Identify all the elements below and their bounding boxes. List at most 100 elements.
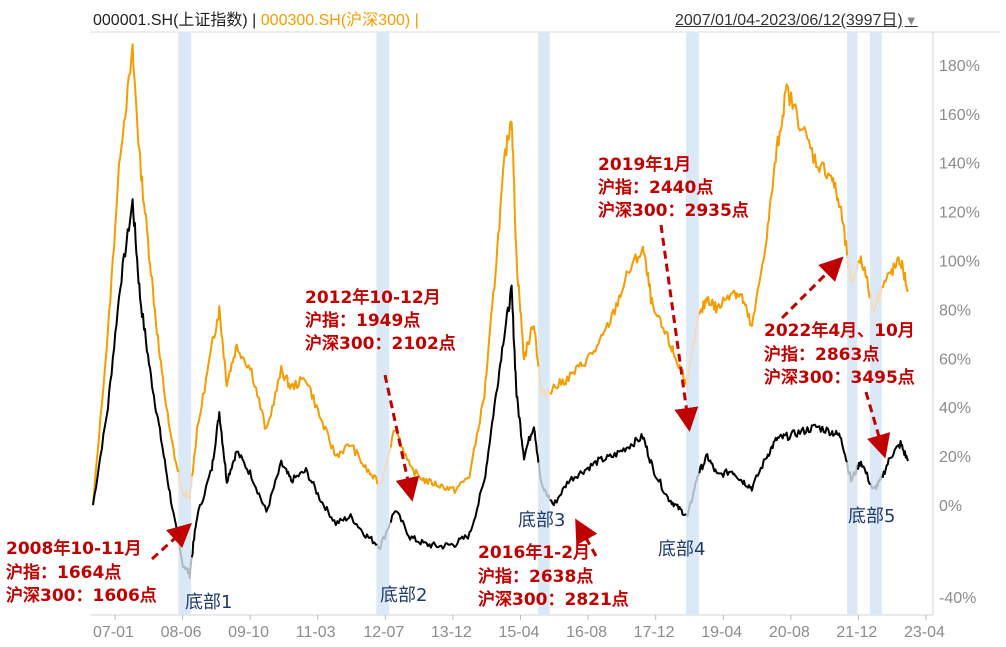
y-tick-label: 180% bbox=[939, 58, 980, 75]
x-tick-label: 08-06 bbox=[161, 624, 202, 641]
x-tick-label: 17-12 bbox=[634, 624, 675, 641]
shanghai-line-segment-12 bbox=[869, 474, 884, 491]
bottom-label-1: 底部1 bbox=[185, 592, 232, 613]
csi300-line-segment-5 bbox=[389, 120, 540, 495]
date-range-selector[interactable]: 2007/01/04-2023/06/12(3997日) ▼ bbox=[675, 6, 918, 30]
annotation-5-line-1: 2022年4月、10月 bbox=[764, 320, 915, 341]
csi300-line-segment-10 bbox=[846, 255, 859, 283]
bottom-band-3 bbox=[537, 32, 550, 615]
shanghai-line-segment-2 bbox=[177, 539, 193, 579]
csi300-line-segment-11 bbox=[857, 255, 872, 299]
y-tick-label: 120% bbox=[939, 205, 980, 222]
bottom-band-5 bbox=[847, 32, 858, 615]
bottom-label-4: 底部4 bbox=[658, 539, 705, 560]
csi300-line-segment-2 bbox=[177, 471, 193, 501]
bottom-label-5: 底部5 bbox=[848, 506, 895, 527]
bottom-label-3: 底部3 bbox=[518, 510, 565, 531]
shanghai-line-segment-4 bbox=[376, 522, 392, 550]
annotation-1-line-2: 沪指：1664点 bbox=[6, 562, 121, 583]
y-tick-label: 140% bbox=[939, 156, 980, 173]
annotation-2-line-1: 2012年10-12月 bbox=[305, 287, 441, 308]
annotation-3-arrow bbox=[575, 518, 598, 557]
x-tick-label: 16-08 bbox=[566, 624, 607, 641]
shanghai-line-segment-9 bbox=[698, 423, 848, 492]
y-tick-label: 160% bbox=[939, 107, 980, 124]
chart-legend-header: 000001.SH(上证指数) | 000300.SH(沪深300) | bbox=[93, 6, 419, 30]
csi300-line-segment-12 bbox=[869, 286, 884, 314]
y-tick-label: 100% bbox=[939, 254, 980, 271]
legend-csi300-label[interactable]: 000300.SH(沪深300) bbox=[260, 12, 411, 29]
x-tick-label: 12-07 bbox=[363, 624, 404, 641]
annotation-4-arrow bbox=[659, 224, 699, 432]
annotation-3-line-3: 沪深300：2821点 bbox=[478, 589, 629, 610]
x-tick-label: 21-12 bbox=[836, 624, 877, 641]
triangle-down-icon[interactable]: ▼ bbox=[904, 13, 918, 28]
annotation-4-line-1: 2019年1月 bbox=[598, 154, 691, 175]
csi300-line-segment-6 bbox=[537, 366, 551, 399]
y-tick-label: 0% bbox=[939, 498, 962, 515]
legend-shanghai-label[interactable]: 000001.SH(上证指数) bbox=[93, 12, 248, 29]
annotation-5-arrow-down bbox=[864, 391, 891, 459]
date-range-text: 2007/01/04-2023/06/12(3997日) bbox=[675, 12, 903, 29]
y-tick-label: 40% bbox=[939, 400, 971, 417]
annotation-5: 2022年4月、10月 沪指：2863点 沪深300：3495点 bbox=[764, 256, 915, 459]
x-tick-label: 19-04 bbox=[701, 624, 742, 641]
shanghai-line-segment-6 bbox=[537, 462, 551, 502]
annotation-2-line-2: 沪指：1949点 bbox=[305, 310, 420, 331]
series-lines bbox=[92, 43, 909, 579]
x-tick-label: 07-01 bbox=[93, 624, 134, 641]
annotation-5-arrow-up bbox=[780, 256, 844, 320]
csi300-line-segment-13 bbox=[881, 256, 909, 292]
annotation-5-line-2: 沪指：2863点 bbox=[764, 344, 879, 365]
y-tick-label: 60% bbox=[939, 351, 971, 368]
y-tick-label: 80% bbox=[939, 302, 971, 319]
shanghai-line-segment-8 bbox=[685, 472, 701, 517]
x-tick-label: 09-10 bbox=[228, 624, 269, 641]
shanghai-line-segment-11 bbox=[857, 460, 872, 486]
shanghai-line-segment-3 bbox=[190, 411, 378, 558]
bottom-band-2 bbox=[376, 32, 390, 615]
shanghai-line-segment-10 bbox=[846, 462, 859, 483]
annotation-1: 2008年10-11月 沪指：1664点 沪深300：1606点 bbox=[6, 522, 192, 606]
shanghai-line-segment-13 bbox=[881, 440, 909, 478]
bottom-band-4 bbox=[686, 32, 699, 615]
y-tick-label: -40% bbox=[939, 590, 976, 607]
shanghai-line-segment-7 bbox=[549, 433, 687, 516]
bottom-band-1 bbox=[178, 32, 192, 615]
csi300-line-segment-4 bbox=[376, 447, 392, 487]
annotation-4: 2019年1月 沪指：2440点 沪深300：2935点 bbox=[598, 154, 749, 432]
x-tick-label: 13-12 bbox=[431, 624, 472, 641]
x-axis-ticks: 07-01 08-06 09-10 11-03 12-07 13-12 15-04 16-08… bbox=[93, 615, 945, 641]
x-tick-label: 20-08 bbox=[769, 624, 810, 641]
csi300-line-segment-8 bbox=[685, 313, 701, 389]
csi300-line-segment-3 bbox=[190, 305, 379, 485]
y-tick-label: 20% bbox=[939, 449, 971, 466]
annotation-1-arrow bbox=[150, 522, 192, 561]
y-axis-ticks: 180% 160% 140% 120% 100% 80% 60% 40% 20% 0% -40% bbox=[939, 58, 980, 607]
annotation-4-line-3: 沪深300：2935点 bbox=[598, 200, 749, 221]
legend-separator-2: | bbox=[410, 12, 419, 29]
bottom-bands bbox=[178, 32, 882, 615]
annotation-3: 2016年1-2月 沪指：2638点 沪深300：2821点 bbox=[478, 518, 629, 610]
csi300-line-segment-7 bbox=[549, 245, 688, 395]
csi300-line-segment-9 bbox=[698, 83, 849, 328]
annotation-3-line-2: 沪指：2638点 bbox=[478, 566, 593, 587]
x-tick-label: 23-04 bbox=[904, 624, 945, 641]
annotation-1-line-3: 沪深300：1606点 bbox=[6, 585, 157, 606]
annotation-4-line-2: 沪指：2440点 bbox=[598, 177, 713, 198]
annotation-2-arrow bbox=[383, 374, 420, 502]
shanghai-line-segment-5 bbox=[389, 284, 540, 550]
csi300-line-segment-1 bbox=[92, 43, 180, 504]
x-tick-label: 15-04 bbox=[499, 624, 540, 641]
legend-separator: | bbox=[247, 12, 261, 29]
annotation-2-line-3: 沪深300：2102点 bbox=[305, 333, 456, 354]
annotation-5-line-3: 沪深300：3495点 bbox=[764, 367, 915, 388]
annotation-3-line-1: 2016年1-2月 bbox=[478, 542, 590, 563]
annotation-1-line-1: 2008年10-11月 bbox=[6, 538, 142, 559]
bottom-label-2: 底部2 bbox=[380, 585, 427, 606]
annotation-2: 2012年10-12月 沪指：1949点 沪深300：2102点 bbox=[305, 287, 456, 502]
shanghai-line-segment-1 bbox=[92, 198, 180, 540]
x-tick-label: 11-03 bbox=[296, 624, 336, 641]
bottom-band-6 bbox=[869, 32, 882, 615]
